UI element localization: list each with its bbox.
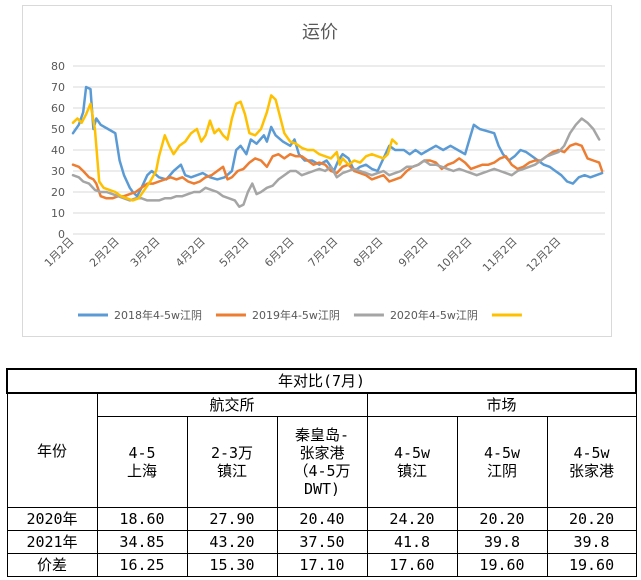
x-tick-label: 5月2日 bbox=[217, 235, 252, 270]
cell-value: 17.10 bbox=[276, 553, 368, 577]
x-tick-label: 6月2日 bbox=[262, 235, 297, 270]
comparison-table: 年对比(7月) 年份 航交所 市场 4-5 上海 2-3万 镇江 秦皇岛- 张家… bbox=[5, 368, 638, 577]
cell-value: 20.40 bbox=[276, 507, 368, 531]
cell-value: 43.20 bbox=[186, 530, 278, 554]
row-year: 2020年 bbox=[6, 507, 98, 531]
cell-value: 39.8 bbox=[546, 530, 637, 554]
series-line-3 bbox=[71, 117, 601, 208]
cell-value: 20.20 bbox=[546, 507, 637, 531]
cell-value: 37.50 bbox=[276, 530, 368, 554]
y-tick-label: 10 bbox=[51, 207, 65, 220]
table-row: 价差 16.25 15.30 17.10 17.60 19.60 19.60 bbox=[6, 553, 637, 577]
y-tick-label: 30 bbox=[51, 165, 65, 178]
x-tick-label: 8月2日 bbox=[351, 235, 386, 270]
table-title: 年对比(7月) bbox=[5, 368, 638, 394]
x-tick-label: 10月2日 bbox=[435, 235, 475, 275]
y-tick-label: 40 bbox=[51, 144, 65, 157]
col-header-zhenjiang-text: 4-5w 镇江 bbox=[393, 444, 431, 480]
col-header-jiangyin-text: 4-5w 江阴 bbox=[483, 444, 521, 480]
y-tick-label: 70 bbox=[51, 81, 65, 94]
table-subheader-row: 4-5 上海 2-3万 镇江 秦皇岛- 张家港 （4-5万 DWT) 4-5w … bbox=[7, 416, 637, 508]
col-header-zhenjiang-small-text: 2-3万 镇江 bbox=[210, 444, 254, 480]
table-group-row: 年份 航交所 市场 bbox=[6, 392, 637, 508]
chart-title: 运价 bbox=[302, 22, 338, 43]
col-header-shanghai: 4-5 上海 bbox=[96, 416, 188, 508]
cell-value: 15.30 bbox=[186, 553, 278, 577]
cell-value: 17.60 bbox=[366, 553, 458, 577]
x-tick-label: 7月2日 bbox=[306, 235, 341, 270]
series-line-4 bbox=[71, 94, 398, 202]
table-row: 2021年 34.85 43.20 37.50 41.8 39.8 39.8 bbox=[6, 530, 637, 554]
row-year: 价差 bbox=[6, 553, 98, 577]
cell-value: 16.25 bbox=[96, 553, 188, 577]
series-line-1 bbox=[71, 85, 604, 198]
y-tick-label: 20 bbox=[51, 186, 65, 199]
cell-value: 34.85 bbox=[96, 530, 188, 554]
x-tick-label: 11月2日 bbox=[480, 235, 520, 275]
cell-value: 39.8 bbox=[456, 530, 548, 554]
cell-value: 41.8 bbox=[366, 530, 458, 554]
cell-value: 18.60 bbox=[96, 507, 188, 531]
y-tick-label: 50 bbox=[51, 123, 65, 136]
x-tick-label: 3月2日 bbox=[128, 235, 163, 270]
cell-value: 19.60 bbox=[456, 553, 548, 577]
col-header-shanghai-text: 4-5 上海 bbox=[126, 444, 157, 480]
col-header-jiangyin: 4-5w 江阴 bbox=[456, 416, 548, 508]
group-header-market: 市场 bbox=[366, 392, 637, 417]
x-tick-label: 2月2日 bbox=[87, 235, 122, 270]
y-tick-label: 0 bbox=[58, 228, 65, 241]
y-tick-label: 60 bbox=[51, 102, 65, 115]
table-title-row: 年对比(7月) bbox=[5, 368, 638, 394]
col-header-zhangjiagang-text: 4-5w 张家港 bbox=[569, 444, 615, 480]
cell-value: 19.60 bbox=[546, 553, 637, 577]
table-row: 2020年 18.60 27.90 20.40 24.20 20.20 20.2… bbox=[6, 507, 637, 531]
cell-value: 24.20 bbox=[366, 507, 458, 531]
row-year: 2021年 bbox=[6, 530, 98, 554]
col-header-zhenjiang: 4-5w 镇江 bbox=[366, 416, 458, 508]
x-tick-label: 12月2日 bbox=[524, 235, 564, 275]
legend-label: 2019年4-5w江阴 bbox=[252, 308, 340, 322]
legend-label: 2020年4-5w江阴 bbox=[390, 308, 478, 322]
col-header-qhd-zjg-text: 秦皇岛- 张家港 （4-5万 DWT) bbox=[293, 426, 351, 498]
cell-value: 20.20 bbox=[456, 507, 548, 531]
cell-value: 27.90 bbox=[186, 507, 278, 531]
col-header-zhenjiang-small: 2-3万 镇江 bbox=[186, 416, 278, 508]
y-tick-label: 80 bbox=[51, 60, 65, 73]
col-header-zhangjiagang: 4-5w 张家港 bbox=[546, 416, 637, 508]
freight-chart: 运价 0 10 20 30 40 50 60 70 80 1月2日 2月2日 3月2日 4月2日 5月2日 6… bbox=[22, 5, 612, 337]
x-tick-label: 4月2日 bbox=[173, 235, 208, 270]
group-header-exchange: 航交所 bbox=[96, 392, 368, 417]
col-header-qhd-zjg: 秦皇岛- 张家港 （4-5万 DWT) bbox=[276, 416, 368, 508]
legend-label: 2018年4-5w江阴 bbox=[114, 308, 202, 322]
year-header: 年份 bbox=[6, 392, 98, 508]
x-tick-label: 9月2日 bbox=[396, 235, 431, 270]
